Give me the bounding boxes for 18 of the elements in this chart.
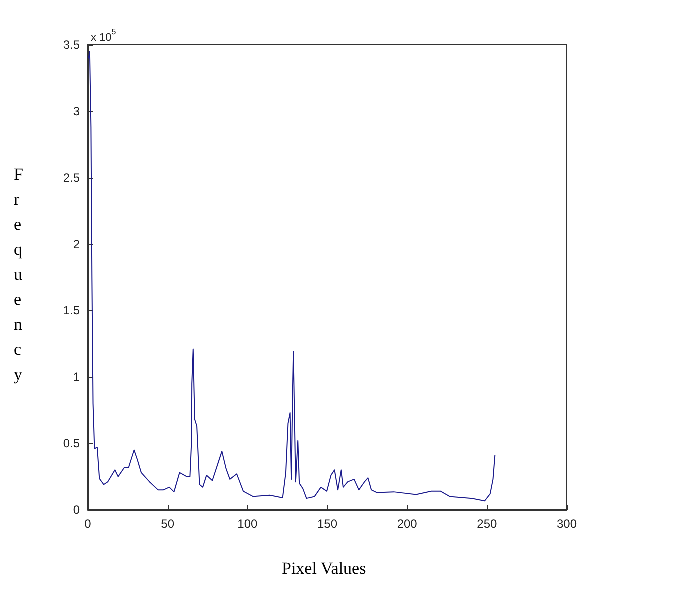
- y-tick-label: 2: [73, 237, 80, 252]
- x-tick-label: 50: [161, 517, 175, 531]
- x-axis-title: Pixel Values: [282, 559, 366, 578]
- y-tick-label: 3: [73, 104, 80, 118]
- x-tick-label: 250: [477, 517, 498, 531]
- y-tick-label: 3.5: [63, 38, 80, 52]
- x-tick-label: 100: [238, 517, 258, 531]
- y-tick-label: 1.5: [63, 304, 80, 318]
- y-tick-label: 0: [73, 503, 80, 517]
- x-tick-label: 200: [397, 517, 418, 531]
- y-tick-label: 0.5: [63, 436, 80, 451]
- line-series: [88, 51, 496, 502]
- x-tick-label: 300: [556, 517, 578, 531]
- text: Frequency: [14, 165, 24, 384]
- y-tick-label: 1: [73, 370, 80, 384]
- x-tick-label: 0: [84, 517, 92, 531]
- y-tick-label: 2.5: [63, 170, 80, 185]
- x-tick-label: 150: [317, 517, 338, 531]
